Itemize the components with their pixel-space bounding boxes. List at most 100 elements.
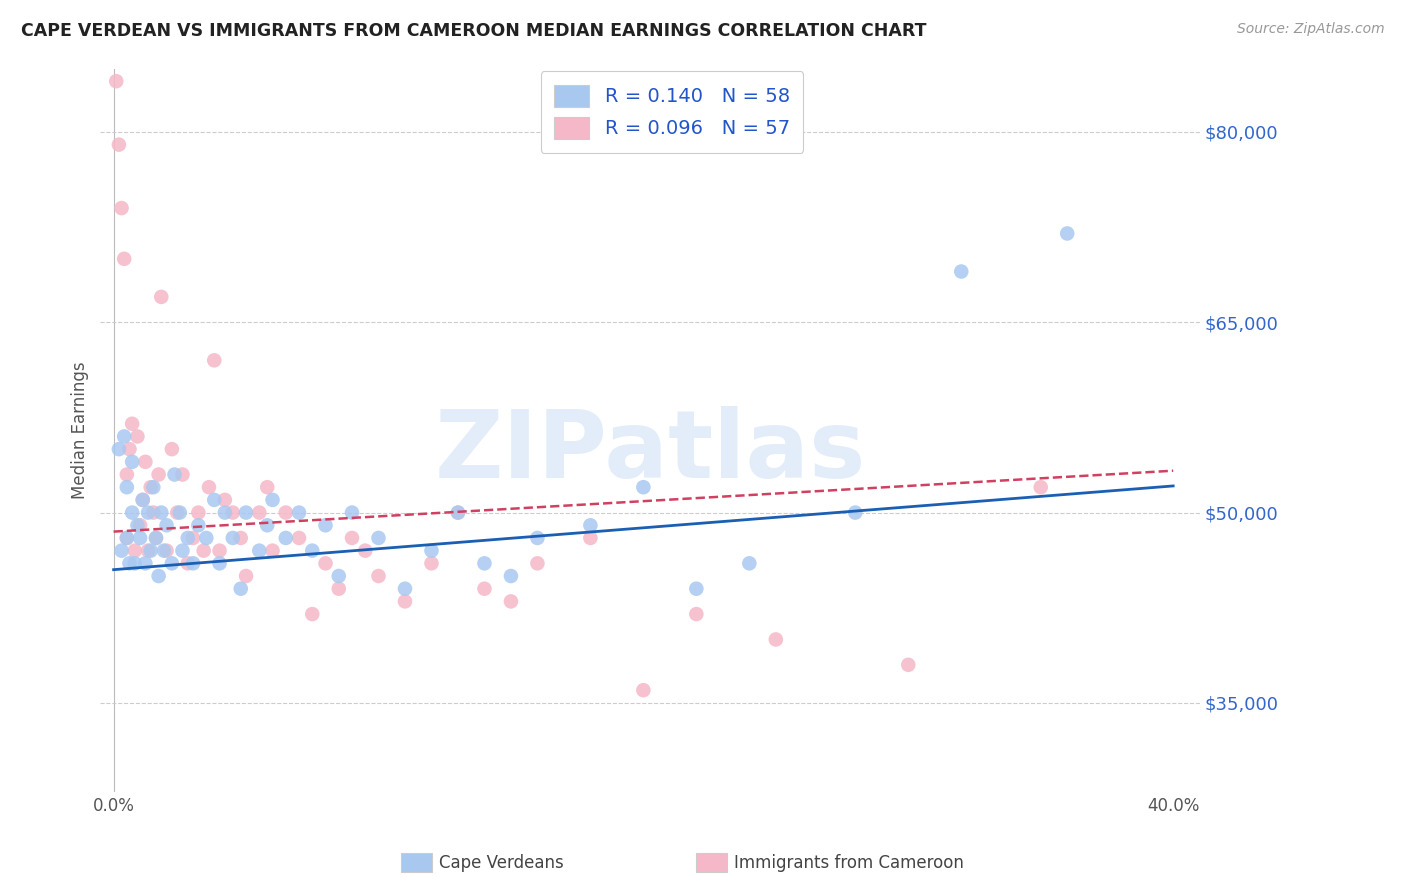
Point: [134, 557, 156, 571]
Point: [633, 480, 655, 494]
Point: [340, 531, 363, 545]
Point: [129, 518, 152, 533]
Point: [115, 467, 138, 482]
Point: [262, 492, 284, 507]
Legend: R = 0.140   N = 58, R = 0.096   N = 57: R = 0.140 N = 58, R = 0.096 N = 57: [540, 71, 803, 153]
Text: Cape Verdeans: Cape Verdeans: [439, 855, 564, 872]
Point: [315, 518, 337, 533]
Point: [124, 557, 146, 571]
Point: [526, 531, 548, 545]
Point: [526, 557, 548, 571]
Point: [139, 480, 162, 494]
Point: [354, 543, 377, 558]
Point: [134, 455, 156, 469]
Point: [247, 506, 270, 520]
Point: [235, 506, 257, 520]
Point: [288, 506, 311, 520]
Point: [229, 582, 252, 596]
Point: [142, 480, 165, 494]
Point: [256, 518, 278, 533]
Point: [121, 506, 143, 520]
Point: [950, 264, 973, 278]
Point: [177, 531, 200, 545]
Point: [288, 531, 311, 545]
Point: [142, 506, 165, 520]
Y-axis label: Median Earnings: Median Earnings: [72, 361, 89, 499]
Point: [229, 531, 252, 545]
Point: [208, 543, 231, 558]
Point: [1029, 480, 1052, 494]
Point: [127, 518, 149, 533]
Point: [193, 543, 215, 558]
Point: [145, 531, 167, 545]
Point: [115, 480, 138, 494]
Point: [301, 543, 323, 558]
Point: [121, 417, 143, 431]
Point: [256, 480, 278, 494]
Point: [499, 594, 522, 608]
Point: [208, 557, 231, 571]
Point: [685, 582, 707, 596]
Point: [112, 429, 135, 443]
Point: [340, 506, 363, 520]
Point: [172, 543, 194, 558]
Point: [153, 543, 176, 558]
Point: [328, 582, 350, 596]
Point: [328, 569, 350, 583]
Point: [121, 455, 143, 469]
Point: [110, 543, 132, 558]
Point: [132, 492, 155, 507]
Point: [738, 557, 761, 571]
Point: [115, 531, 138, 545]
Point: [198, 480, 221, 494]
Point: [115, 531, 138, 545]
Point: [214, 506, 236, 520]
Point: [163, 467, 186, 482]
Point: [155, 518, 177, 533]
Point: [447, 506, 470, 520]
Point: [633, 683, 655, 698]
Point: [132, 492, 155, 507]
Point: [169, 506, 191, 520]
Point: [166, 506, 188, 520]
Point: [420, 557, 443, 571]
Point: [499, 569, 522, 583]
Point: [172, 467, 194, 482]
Point: [160, 442, 183, 457]
Point: [262, 543, 284, 558]
Point: [222, 506, 245, 520]
Text: Immigrants from Cameroon: Immigrants from Cameroon: [734, 855, 963, 872]
Point: [108, 442, 131, 457]
Point: [110, 201, 132, 215]
Point: [274, 531, 297, 545]
Point: [187, 518, 209, 533]
Point: [222, 531, 245, 545]
Point: [447, 506, 470, 520]
Point: [136, 506, 159, 520]
Point: [181, 531, 204, 545]
Point: [394, 582, 416, 596]
Point: [139, 543, 162, 558]
Point: [844, 506, 866, 520]
Point: [765, 632, 787, 647]
Point: [420, 543, 443, 558]
Text: Source: ZipAtlas.com: Source: ZipAtlas.com: [1237, 22, 1385, 37]
Point: [394, 594, 416, 608]
Point: [124, 543, 146, 558]
Point: [145, 531, 167, 545]
Point: [897, 657, 920, 672]
Point: [150, 290, 173, 304]
Point: [274, 506, 297, 520]
Point: [118, 557, 141, 571]
Point: [685, 607, 707, 621]
Point: [1056, 227, 1078, 241]
Point: [579, 518, 602, 533]
Point: [367, 569, 389, 583]
Text: ZIPatlas: ZIPatlas: [434, 406, 866, 498]
Point: [148, 467, 170, 482]
Point: [235, 569, 257, 583]
Point: [187, 506, 209, 520]
Point: [474, 582, 496, 596]
Point: [367, 531, 389, 545]
Point: [127, 429, 149, 443]
